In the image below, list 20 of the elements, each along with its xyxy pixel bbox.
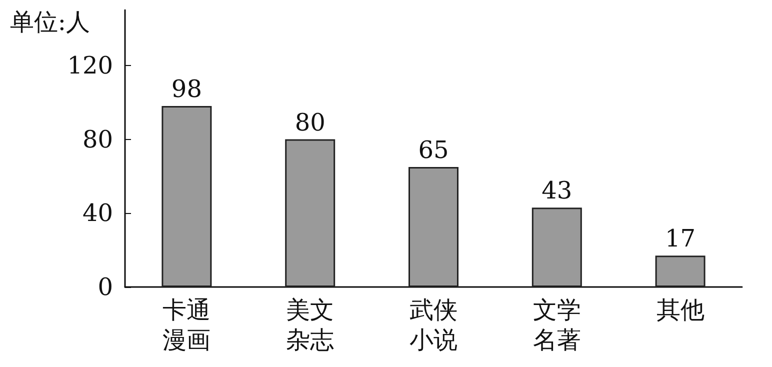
y-tick-label: 120 bbox=[67, 51, 113, 80]
y-axis-title: 单位:人 bbox=[10, 8, 90, 36]
x-tick-label: 文学名著 bbox=[532, 296, 581, 354]
x-tick-label: 卡通漫画 bbox=[162, 296, 211, 354]
y-tick-label: 0 bbox=[98, 273, 113, 301]
bar bbox=[408, 166, 458, 287]
y-tick-label: 40 bbox=[82, 199, 113, 228]
data-label: 43 bbox=[542, 176, 572, 205]
x-tick-label: 其他 bbox=[656, 296, 704, 324]
x-tick-label: 武侠小说 bbox=[410, 296, 458, 354]
data-label: 65 bbox=[418, 136, 449, 164]
bar bbox=[162, 106, 212, 287]
bar bbox=[532, 208, 582, 287]
data-label: 98 bbox=[171, 75, 202, 104]
y-tick-label: 80 bbox=[82, 125, 113, 154]
data-label: 80 bbox=[294, 108, 326, 136]
data-label: 17 bbox=[665, 224, 696, 253]
x-tick-label: 美文杂志 bbox=[286, 296, 334, 354]
bar bbox=[655, 256, 706, 287]
bar bbox=[285, 139, 336, 287]
